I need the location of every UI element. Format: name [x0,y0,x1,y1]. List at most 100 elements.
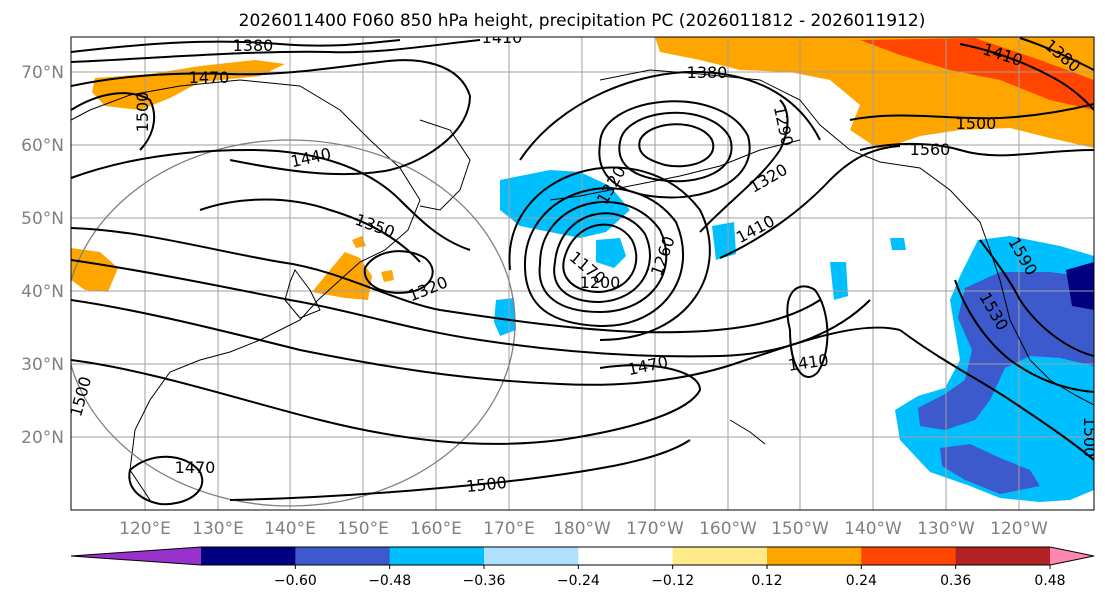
contour-1260 [508,166,711,341]
shade-small-5 [890,238,906,250]
lon-label: 120°E [119,519,171,539]
coast-alaska [599,69,1094,406]
contour-bering-low-2 [618,111,733,183]
contour-1500-east [899,329,1094,461]
colorbar-tick-label: −0.60 [274,573,317,589]
contour-1380-ne [1019,37,1094,71]
contour-1320-east [699,99,789,233]
lon-label: 150°W [771,519,829,539]
lon-label: 130°W [917,519,975,539]
colorbar-segment [861,547,957,565]
contour-label: 1380 [687,63,728,82]
contour-bering-low-3 [598,100,751,199]
shade-small-2 [494,298,516,336]
lon-label: 180°W [553,519,611,539]
colorbar-tick-label: 0.36 [940,573,971,589]
coast-kamchatka [419,119,471,211]
shade-small-1 [381,270,394,282]
lon-label: 160°W [699,519,757,539]
colorbar-tick-label: 0.12 [751,573,782,589]
contour-1500-west [71,92,156,151]
lon-label: 140°W [844,519,902,539]
colorbar-segment [201,547,296,565]
contour-1410-east [719,145,901,259]
lat-label: 40°N [21,282,64,302]
contour-1320-low [363,250,434,294]
shade-west-coast-low [940,444,1040,494]
colorbar-tick-label: −0.24 [557,573,600,589]
colorbar-segment [295,547,391,565]
contour-label: 1380 [233,36,274,55]
colorbar-segment [578,547,674,565]
contour-1470-south [71,299,901,386]
negative-anomaly-shading [494,170,1094,502]
lon-label: 120°W [990,519,1048,539]
colorbar-extend-min [71,547,201,565]
figure-title: 2026011400 F060 850 hPa height, precipit… [239,11,926,31]
lon-label: 140°E [264,519,316,539]
contour-label: 1500 [133,92,152,133]
contour-label: 1560 [910,140,951,159]
latitude-labels: 70°N 60°N 50°N 40°N 30°N 20°N [21,63,64,448]
contour-1590 [979,239,1094,357]
map-panel: 1380 1410 1470 1500 1440 1350 1320 1380 … [70,28,1095,511]
contour-label: 1470 [175,458,216,477]
colorbar-segment [955,547,1051,565]
contour-1380-bering [519,70,821,161]
coastlines [71,69,1094,501]
lon-label: 150°E [337,519,389,539]
map-frame [70,36,1095,511]
shade-west-coast-core [1066,262,1094,310]
colorbar-extend-max [1050,547,1094,565]
contour-label: 1410 [482,28,523,47]
lat-label: 50°N [21,209,64,229]
shade-small-3 [712,222,736,260]
colorbar-tick-label: −0.12 [651,573,694,589]
coast-hawaii [729,419,766,445]
colorbar: −0.60 −0.48 −0.36 −0.24 −0.12 0.12 0.24 0.36 0.4… [70,546,1095,589]
contour-label: 1200 [580,273,621,292]
lon-label: 170°E [483,519,535,539]
coast-japan [284,269,321,319]
contour-label: 1500 [956,114,997,133]
contour-bering-low-1 [638,123,715,168]
lon-label: 130°E [192,519,244,539]
contour-label: 1470 [189,68,230,87]
colorbar-segment [484,547,579,565]
colorbar-segment [389,547,485,565]
lat-label: 20°N [21,428,64,448]
lat-label: 60°N [21,136,64,156]
contour-1170-low [553,212,651,304]
lon-label: 160°E [410,519,462,539]
contour-1200-low [562,223,638,294]
colorbar-segment [767,547,862,565]
longitude-labels: 120°E 130°E 140°E 150°E 160°E 170°E 180°… [119,519,1048,539]
contour-1410-north [71,39,481,63]
shade-west-coast-mid [918,272,1094,430]
colorbar-outline [70,546,1095,566]
shade-china-west [71,248,118,292]
shade-okhotsk [500,170,630,238]
shade-central [596,238,626,268]
contour-mid-1 [71,227,821,334]
contour-1470-sw [128,455,204,506]
contour-1500-bottom [229,439,691,501]
shade-japan [312,252,372,300]
contour-1410-ne [959,43,1094,111]
height-contours [71,37,1094,506]
colorbar-tick-label: 0.24 [846,573,877,589]
range-circle [71,139,516,507]
contour-ring-4 [523,187,685,328]
lon-label: 170°W [626,519,684,539]
contour-mid-2 [71,259,871,358]
coast-asia [71,79,421,501]
shade-arctic-east-strong [860,38,1094,110]
colorbar-segment [672,547,768,565]
contour-1470-siberia [71,59,472,176]
lat-label: 30°N [21,355,64,375]
lat-label: 70°N [21,63,64,83]
contour-ring-3 [538,200,668,314]
colorbar-tick-label: −0.36 [463,573,506,589]
colorbar-tick-label: −0.48 [368,573,411,589]
